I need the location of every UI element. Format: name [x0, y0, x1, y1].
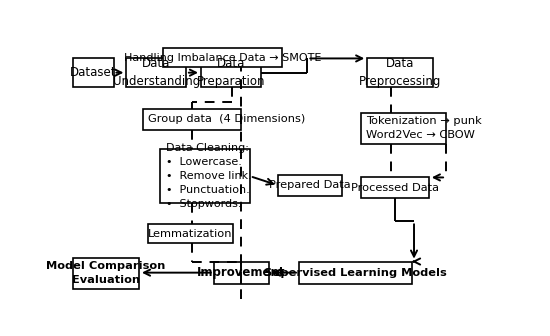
Text: Processed Data: Processed Data	[351, 183, 439, 193]
Text: Data
Preprocessing: Data Preprocessing	[359, 57, 441, 88]
Text: Tokenization → punk
Word2Vec → CBOW: Tokenization → punk Word2Vec → CBOW	[366, 116, 482, 140]
FancyBboxPatch shape	[278, 175, 342, 196]
FancyBboxPatch shape	[201, 58, 261, 87]
FancyBboxPatch shape	[126, 58, 186, 87]
Text: Data
Understanding: Data Understanding	[113, 57, 200, 88]
FancyBboxPatch shape	[73, 258, 139, 289]
FancyBboxPatch shape	[161, 149, 250, 203]
Text: Improvement: Improvement	[197, 266, 285, 279]
Text: Group data  (4 Dimensions): Group data (4 Dimensions)	[148, 114, 306, 124]
FancyBboxPatch shape	[361, 113, 446, 144]
Text: Lemmatization: Lemmatization	[148, 229, 233, 239]
FancyBboxPatch shape	[299, 261, 412, 284]
FancyBboxPatch shape	[367, 58, 433, 87]
FancyBboxPatch shape	[144, 109, 241, 130]
Text: Data Cleaning:
•  Lowercase.
•  Remove link.
•  Punctuation.
•  Stopwords.: Data Cleaning: • Lowercase. • Remove lin…	[166, 143, 251, 209]
FancyBboxPatch shape	[163, 48, 282, 68]
Text: Prepared Data: Prepared Data	[269, 180, 350, 190]
FancyBboxPatch shape	[147, 224, 233, 243]
Text: Supervised Learning Models: Supervised Learning Models	[264, 267, 447, 278]
FancyBboxPatch shape	[213, 261, 269, 284]
Text: Model Comparison
Evaluation: Model Comparison Evaluation	[46, 261, 166, 285]
Text: Dataset: Dataset	[70, 66, 117, 79]
FancyBboxPatch shape	[361, 177, 429, 198]
FancyBboxPatch shape	[73, 58, 113, 87]
Text: Handling Imbalance Data → SMOTE: Handling Imbalance Data → SMOTE	[124, 53, 321, 63]
Text: Data
Preparation: Data Preparation	[196, 57, 265, 88]
